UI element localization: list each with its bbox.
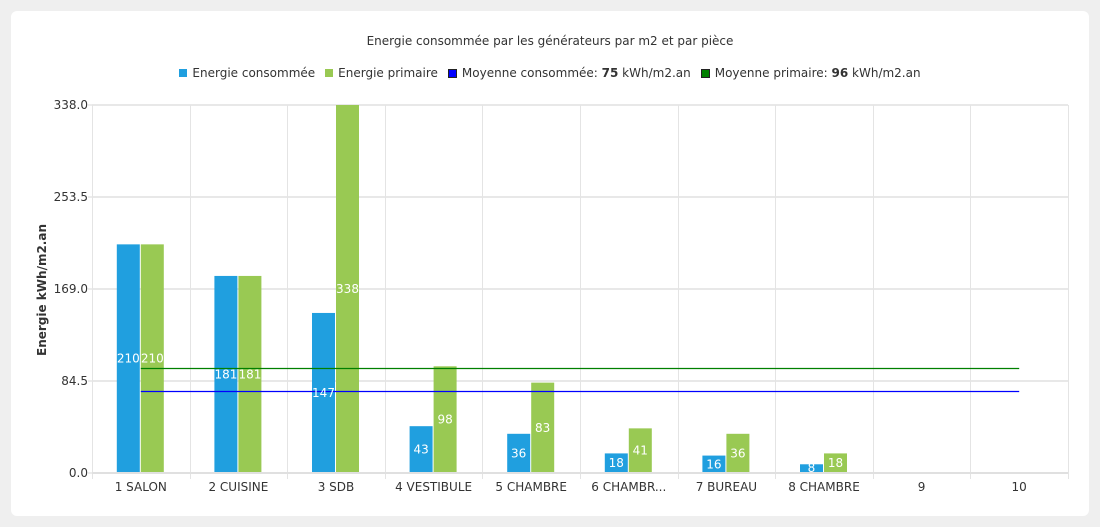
bar-value-label: 18 [609, 456, 624, 470]
legend-item-energie-primaire[interactable]: Energie primaire [325, 66, 438, 80]
bar-value-label: 43 [413, 443, 428, 457]
y-tick-label: 0.0 [69, 466, 88, 480]
bar-consommee[interactable] [116, 244, 140, 473]
x-tick-label: 6 CHAMBR... [591, 480, 666, 494]
bar-value-label: 338 [336, 282, 359, 296]
axes: 0.0 84.5 169.0 253.5 338.0 1 SALON 2 CUISINE 3 … [54, 98, 1068, 494]
bar-consommee[interactable] [312, 312, 335, 473]
bar-primaire[interactable] [531, 382, 555, 473]
x-tick-label: 10 [1012, 480, 1027, 494]
bar-primaire[interactable] [824, 453, 847, 473]
chart-title: Energie consommée par les générateurs pa… [366, 34, 734, 48]
legend-item-moyenne-consommee[interactable]: Moyenne consommée: 75 kWh/m2.an [447, 66, 691, 80]
legend-prefix: Moyenne primaire: [714, 66, 832, 80]
bar-consommee[interactable] [800, 464, 823, 473]
x-tick-label: 7 BUREAU [696, 480, 757, 494]
bar-value-label: 181 [214, 367, 237, 381]
x-tick-label: 9 [918, 480, 926, 494]
x-tick-label: 8 CHAMBRE [788, 480, 860, 494]
bar-consommee[interactable] [604, 453, 628, 473]
legend-swatch-icon [325, 69, 334, 77]
bar-primaire[interactable] [726, 433, 750, 473]
legend-item-energie-consommee[interactable]: Energie consommée [179, 66, 315, 80]
x-tick-label: 5 CHAMBRE [495, 480, 567, 494]
bar-value-label: 41 [633, 444, 648, 458]
x-tick-label: 2 CUISINE [208, 480, 268, 494]
legend-label: Moyenne primaire: 96 kWh/m2.an [715, 66, 921, 80]
bar-value-label: 181 [238, 367, 261, 381]
bar-consommee[interactable] [702, 455, 726, 473]
x-tick-label: 1 SALON [115, 480, 167, 494]
legend-label: Energie primaire [338, 66, 438, 80]
chart-legend: Energie consommée Energie primaire Moyen… [0, 66, 1100, 80]
bar-value-label: 18 [828, 456, 843, 470]
bar-value-label: 210 [141, 352, 164, 366]
x-tick-label: 3 SDB [318, 480, 355, 494]
bar-value-label: 36 [730, 446, 745, 460]
y-tick-label: 253.5 [54, 190, 88, 204]
bar-value-label: 36 [511, 446, 526, 460]
legend-value: 96 [831, 66, 849, 80]
bars [116, 105, 847, 473]
bar-primaire[interactable] [238, 275, 262, 473]
bar-value-label: 16 [706, 457, 721, 471]
legend-item-moyenne-primaire[interactable]: Moyenne primaire: 96 kWh/m2.an [700, 66, 921, 80]
bar-value-label: 8 [808, 461, 816, 475]
legend-label: Moyenne consommée: 75 kWh/m2.an [462, 66, 691, 80]
legend-suffix: kWh/m2.an [618, 66, 691, 80]
legend-label: Energie consommée [192, 66, 316, 80]
bar-value-label: 210 [117, 352, 140, 366]
bar-consommee[interactable] [507, 433, 531, 473]
legend-swatch-icon [700, 68, 710, 78]
bar-consommee[interactable] [409, 426, 433, 473]
legend-suffix: kWh/m2.an [848, 66, 921, 80]
x-tick-label: 4 VESTIBULE [395, 480, 472, 494]
bar-primaire[interactable] [628, 428, 652, 473]
value-labels: 210 181 147 43 36 18 16 8 210 181 338 98 83 41 36 18 [117, 282, 843, 475]
legend-prefix: Moyenne consommée: [461, 66, 602, 80]
bar-primaire[interactable] [336, 105, 359, 473]
legend-value: 75 [601, 66, 619, 80]
legend-swatch-icon [447, 68, 457, 78]
bar-consommee[interactable] [214, 275, 238, 473]
bar-value-label: 83 [535, 421, 550, 435]
bar-primaire[interactable] [433, 366, 457, 473]
y-tick-label: 169.0 [54, 282, 88, 296]
y-tick-label: 338.0 [54, 98, 88, 112]
bar-primaire[interactable] [140, 244, 164, 473]
y-tick-label: 84.5 [61, 374, 88, 388]
bar-value-label: 98 [437, 413, 452, 427]
bar-value-label: 147 [312, 386, 335, 400]
average-lines [140, 367, 1020, 393]
legend-swatch-icon [179, 69, 188, 77]
